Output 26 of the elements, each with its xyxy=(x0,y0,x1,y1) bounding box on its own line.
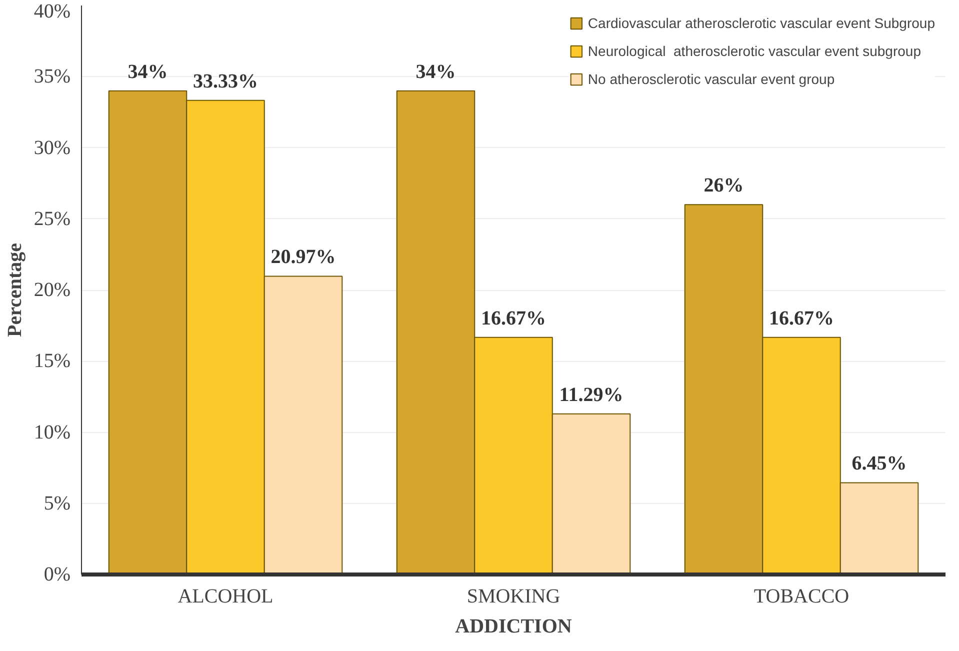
y-axis-title: Percentage xyxy=(4,242,26,338)
data-label: 16.67% xyxy=(481,307,546,330)
data-label: 11.29% xyxy=(559,384,624,406)
x-axis-title: ADDICTION xyxy=(455,616,572,638)
y-tick-label: 5% xyxy=(44,492,71,514)
data-label: 33.33% xyxy=(193,70,258,92)
y-tick-label: 20% xyxy=(34,279,71,301)
y-tick-label: 0% xyxy=(44,564,71,586)
legend-label: Cardiovascular atherosclerotic vascular event Subgroup xyxy=(588,15,935,31)
data-label: 34% xyxy=(128,60,168,83)
y-tick-label: 10% xyxy=(34,421,71,444)
data-label: 20.97% xyxy=(270,246,336,268)
x-tick-label: TOBACCO xyxy=(754,586,850,608)
y-tick-label: 40% xyxy=(34,0,71,22)
data-label: 16.67% xyxy=(769,307,834,330)
data-label: 34% xyxy=(416,60,456,83)
legend-label: No atherosclerotic vascular event group xyxy=(588,71,835,87)
y-tick-label: 15% xyxy=(34,350,71,372)
y-tick-label: 35% xyxy=(34,66,71,88)
y-tick-label: 25% xyxy=(34,208,71,230)
x-tick-label: SMOKING xyxy=(466,586,560,608)
data-label: 6.45% xyxy=(852,452,907,475)
y-tick-label: 30% xyxy=(34,136,71,159)
data-label: 26% xyxy=(704,174,744,197)
x-tick-label: ALCOHOL xyxy=(178,586,274,608)
legend-label: Neurological atherosclerotic vascular event subgroup xyxy=(588,43,921,59)
